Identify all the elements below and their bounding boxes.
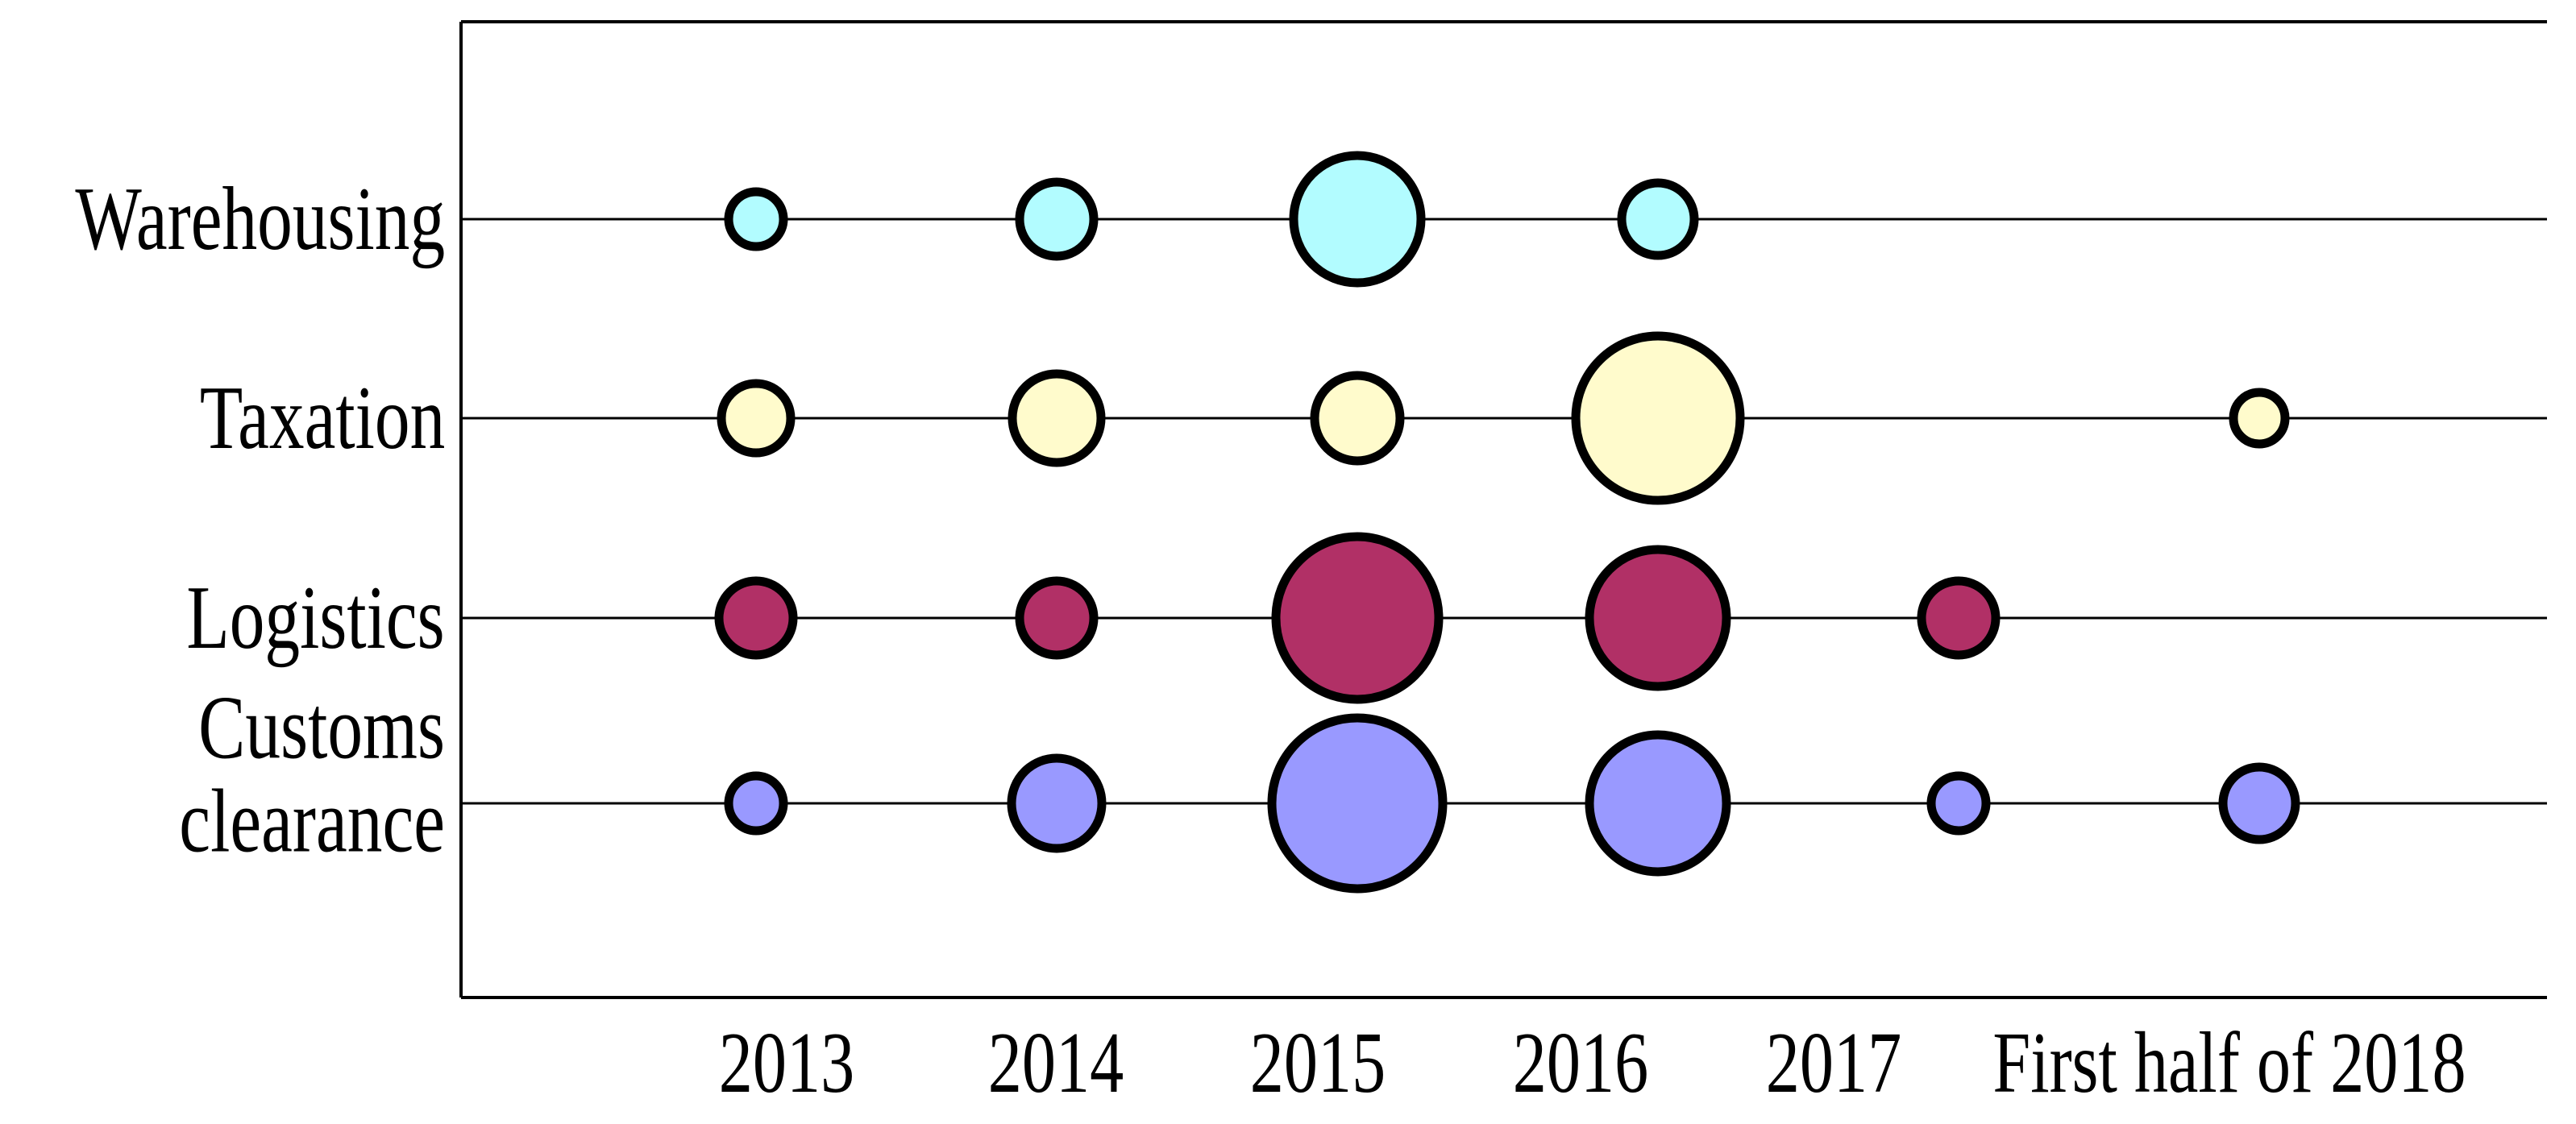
bubble-taxation-2016 (1571, 331, 1745, 505)
x-tick-label-2016: 2016 (1512, 1015, 1649, 1111)
bubble-customs-clearance-2014 (1007, 753, 1107, 853)
bubble-warehousing-2015 (1289, 151, 1426, 288)
bubble-customs-clearance-2015 (1267, 713, 1448, 894)
bubble-customs-clearance-2016 (1585, 730, 1731, 877)
x-tick-label-2017: 2017 (1765, 1015, 1902, 1111)
x-tick-label-first-half-2018: First half of 2018 (1992, 1015, 2466, 1111)
bubble-logistics-2016 (1585, 545, 1731, 691)
bubble-taxation-2014 (1008, 369, 1106, 467)
bubble-customs-clearance-2013 (724, 771, 788, 836)
bubble-logistics-2017 (1917, 576, 2001, 660)
bubble-customs-clearance-first-half-of-2018 (2218, 762, 2300, 844)
bubble-warehousing-2014 (1015, 177, 1099, 261)
bubble-logistics-2014 (1015, 576, 1099, 660)
bubble-taxation-first-half-of-2018 (2229, 388, 2290, 449)
x-tick-label-2015: 2015 (1249, 1015, 1386, 1111)
bubble-logistics-2015 (1271, 532, 1444, 704)
x-tick-label-2013: 2013 (718, 1015, 855, 1111)
x-tick-label-2014: 2014 (987, 1015, 1124, 1111)
bubble-taxation-2013 (717, 379, 796, 458)
row-label-warehousing: Warehousing (75, 168, 445, 269)
row-label-taxation: Taxation (199, 367, 445, 468)
bubble-warehousing-2013 (724, 187, 788, 251)
row-label-logistics: Logistics (186, 567, 445, 668)
bubble-warehousing-2016 (1617, 178, 1699, 260)
bubble-logistics-2013 (714, 576, 798, 660)
row-label-customs-clearance: Customs clearance (179, 678, 445, 872)
bubble-taxation-2015 (1310, 371, 1405, 466)
bubble-customs-clearance-2017 (1926, 771, 1991, 836)
